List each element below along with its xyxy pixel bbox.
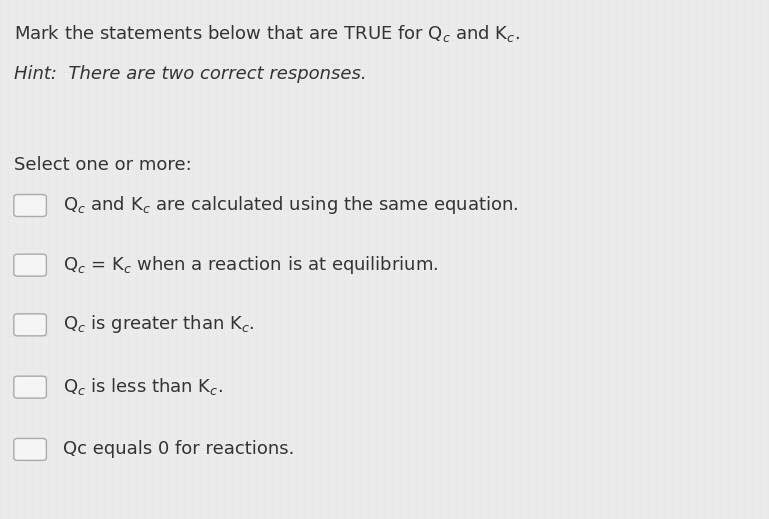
Text: Q$_c$ and K$_c$ are calculated using the same equation.: Q$_c$ and K$_c$ are calculated using the… [63,194,518,216]
FancyBboxPatch shape [14,376,46,398]
FancyBboxPatch shape [14,439,46,460]
FancyBboxPatch shape [14,195,46,216]
FancyBboxPatch shape [14,254,46,276]
FancyBboxPatch shape [14,314,46,336]
Text: Q$_c$ is less than K$_c$.: Q$_c$ is less than K$_c$. [63,376,223,397]
Text: Q$_c$ is greater than K$_c$.: Q$_c$ is greater than K$_c$. [63,313,255,335]
Text: Qc equals 0 for reactions.: Qc equals 0 for reactions. [63,440,295,458]
Text: Select one or more:: Select one or more: [14,156,191,174]
Text: Hint:  There are two correct responses.: Hint: There are two correct responses. [14,65,367,83]
Text: Mark the statements below that are TRUE for Q$_c$ and K$_c$.: Mark the statements below that are TRUE … [14,23,520,44]
Text: Q$_c$ = K$_c$ when a reaction is at equilibrium.: Q$_c$ = K$_c$ when a reaction is at equi… [63,254,438,276]
